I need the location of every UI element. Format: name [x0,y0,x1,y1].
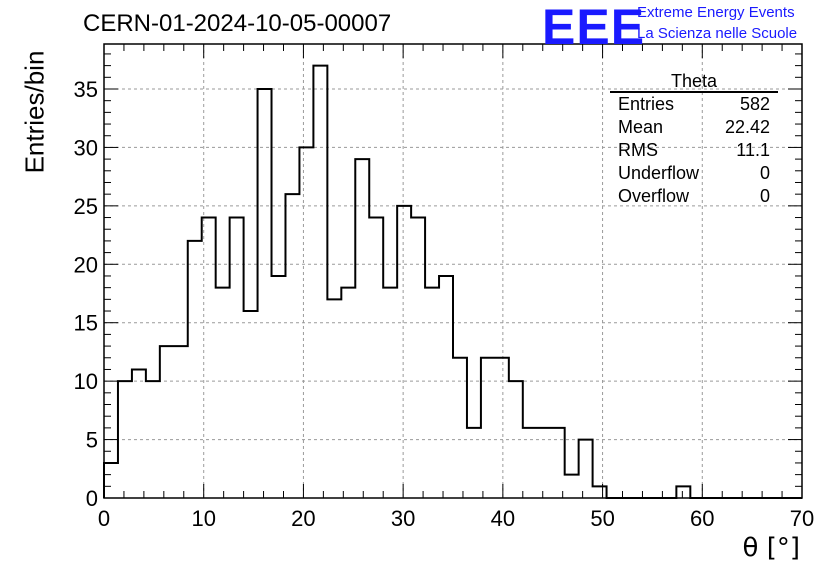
histogram-bin [383,288,397,498]
run-title: CERN-01-2024-10-05-00007 [83,10,392,37]
histogram-bin [160,346,174,498]
histogram-bin [132,369,146,498]
histogram-bin [425,288,439,498]
stats-value: 0 [759,163,770,183]
histogram-bin [174,346,188,498]
histogram-bin [411,218,425,498]
histogram-bin [272,276,286,498]
x-tick-label: 30 [391,506,415,531]
histogram-bin [565,475,579,498]
stats-row-underflow: Underflow 0 [610,162,778,185]
histogram-bin [313,66,327,498]
y-tick-label: 20 [74,252,98,277]
histogram-bin [230,218,244,498]
stats-label: RMS [618,140,658,160]
stats-value: 582 [739,94,770,114]
y-tick-label: 35 [74,77,98,102]
histogram-bin [537,428,551,498]
y-tick-label: 5 [86,428,98,453]
x-tick-label: 20 [291,506,315,531]
histogram-bin [285,194,299,498]
stats-box: Theta Entries 582 Mean 22.42 RMS 11.1 Un… [610,71,778,208]
stats-value: 0 [759,186,770,206]
stats-row-entries: Entries 582 [610,93,778,116]
histogram-bin [523,428,537,498]
histogram-bin [244,311,258,498]
stats-label: Entries [618,94,675,114]
axis-tick-labels: 0 10 20 30 40 50 60 70 0 5 10 15 20 25 30 35 [74,77,815,531]
histogram-bin [551,428,565,498]
x-tick-label: 50 [590,506,614,531]
axis-ticks [103,44,803,499]
eee-logo: EEE [542,0,646,55]
histogram-bin [453,358,467,498]
histogram-bin [104,463,118,498]
x-axis-label: θ [°] [742,533,800,563]
stats-label: Overflow [618,186,690,206]
histogram-bin [216,288,230,498]
histogram-bin [355,159,369,498]
histogram-bin [188,241,202,498]
histogram-bin [369,218,383,498]
histogram-bin [327,299,341,498]
stats-value: 11.1 [736,140,770,160]
histogram-bin [341,288,355,498]
histogram-bin [676,486,690,498]
stats-label: Mean [618,117,664,137]
histogram-bin [258,89,272,498]
histogram-bin [495,358,509,498]
y-tick-label: 0 [86,486,98,511]
grid-lines [104,44,802,498]
x-tick-label: 60 [690,506,714,531]
histogram-bin [397,206,411,498]
logo-subtitle-line1: Extreme Energy Events [637,4,795,21]
y-axis-label: Entries/bin [19,50,50,174]
y-tick-label: 25 [74,194,98,219]
y-tick-label: 30 [74,135,98,160]
x-tick-label: 10 [191,506,215,531]
stats-label: Underflow [618,163,700,183]
y-tick-label: 10 [74,369,98,394]
plot-frame [103,43,803,499]
y-tick-label: 15 [74,311,98,336]
x-tick-label: 0 [98,506,110,531]
histogram-bin [299,147,313,498]
histogram-bin [579,440,593,498]
x-tick-label: 40 [491,506,515,531]
histogram-bin [481,358,495,498]
histogram-bin [439,276,453,498]
stats-title: Theta [610,71,778,93]
stats-row-mean: Mean 22.42 [610,116,778,139]
histogram-bin [593,486,607,498]
logo-subtitle-line2: La Scienza nelle Scuole [637,25,798,42]
stats-row-overflow: Overflow 0 [610,185,778,208]
histogram-bin [467,428,481,498]
x-tick-label: 70 [790,506,814,531]
stats-value: 22.42 [724,117,770,137]
stats-row-rms: RMS 11.1 [610,139,778,162]
